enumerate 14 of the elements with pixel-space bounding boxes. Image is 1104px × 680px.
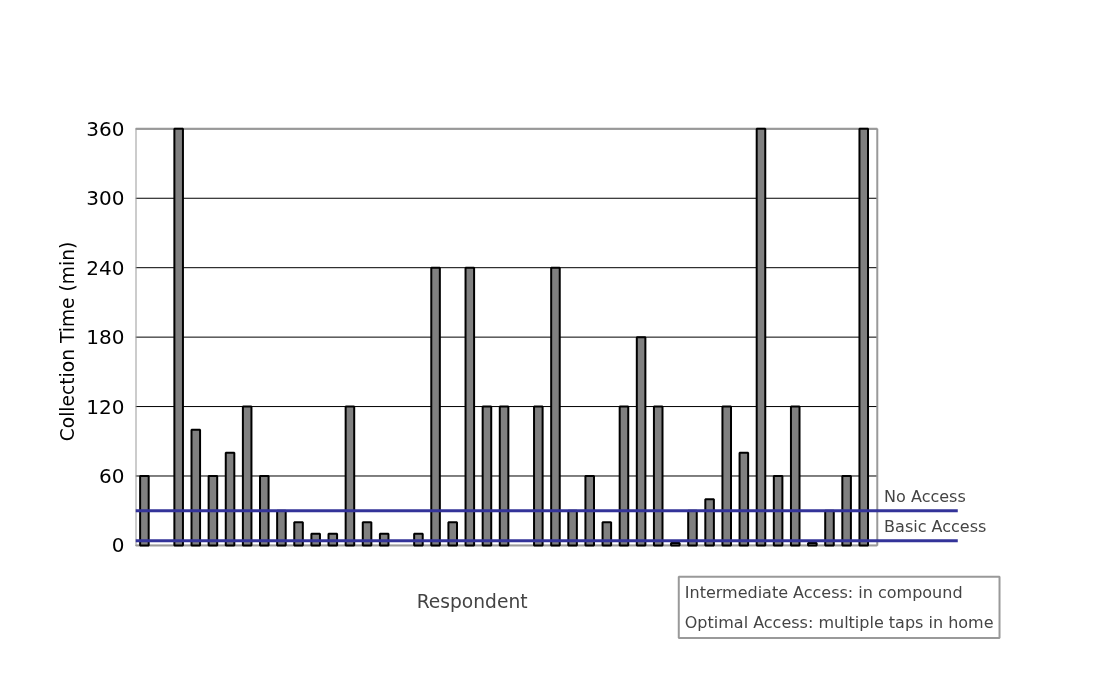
y-tick-label: 60	[99, 464, 125, 488]
y-tick-label: 120	[86, 394, 125, 419]
x-axis-title: Respondent	[416, 591, 528, 613]
y-tick-label: 300	[86, 186, 125, 211]
y-tick-label: 360	[86, 116, 125, 141]
y-tick-label: 180	[86, 325, 125, 350]
y-tick-label: 0	[111, 533, 125, 558]
ref-line-label: Basic Access	[884, 516, 987, 536]
text: Intermediate Access: in compound Optimal Access: multiple taps in home	[684, 582, 994, 633]
bar	[670, 542, 681, 547]
y-axis-title: Collection Time (min)	[57, 241, 79, 442]
y-tick-label: 240	[86, 255, 125, 280]
ref-line-label: No Access	[884, 486, 966, 506]
bar	[807, 542, 818, 547]
